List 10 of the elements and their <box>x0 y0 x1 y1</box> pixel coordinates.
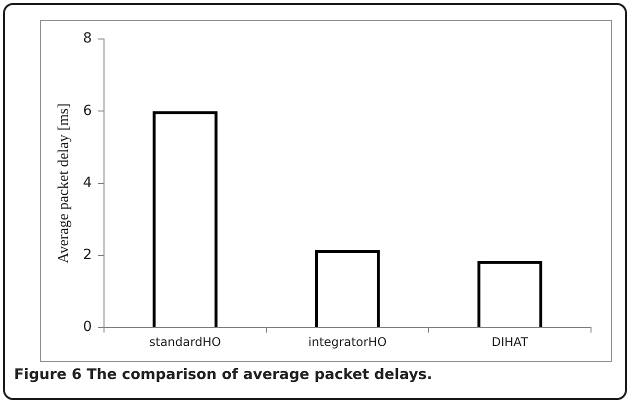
y-tick-label: 8 <box>82 30 92 47</box>
y-tick-label: 6 <box>82 102 92 119</box>
x-tick-label: standardHO <box>149 334 221 349</box>
x-tick-label: DIHAT <box>492 334 529 349</box>
x-tick-label: integratorHO <box>308 334 387 349</box>
y-tick-label: 2 <box>82 247 92 264</box>
y-axis-title: Average packet delay [ms] <box>56 103 72 264</box>
y-tick-label: 4 <box>82 174 92 191</box>
text: Figure 6 The comparison of average packet delays. <box>14 367 432 383</box>
y-tick-label: 0 <box>82 319 92 336</box>
